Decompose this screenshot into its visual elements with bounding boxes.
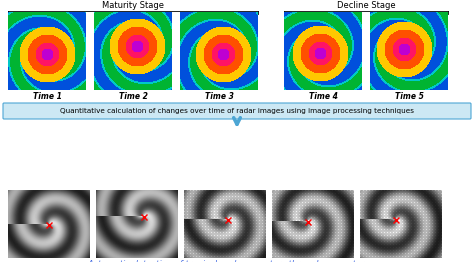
Text: Automatic detection of tropical cyclone centers through computer eyes: Automatic detection of tropical cyclone … — [87, 260, 387, 262]
Text: Time 2: Time 2 — [118, 92, 147, 101]
Text: Time 1: Time 1 — [33, 92, 62, 101]
FancyBboxPatch shape — [3, 103, 471, 119]
Text: Time 5: Time 5 — [394, 92, 423, 101]
Text: Decline Stage: Decline Stage — [337, 1, 395, 10]
Text: Time 4: Time 4 — [309, 92, 337, 101]
Text: Maturity Stage: Maturity Stage — [102, 1, 164, 10]
Text: Quantitative calculation of changes over time of radar images using image proces: Quantitative calculation of changes over… — [60, 108, 414, 114]
Text: Time 3: Time 3 — [205, 92, 233, 101]
